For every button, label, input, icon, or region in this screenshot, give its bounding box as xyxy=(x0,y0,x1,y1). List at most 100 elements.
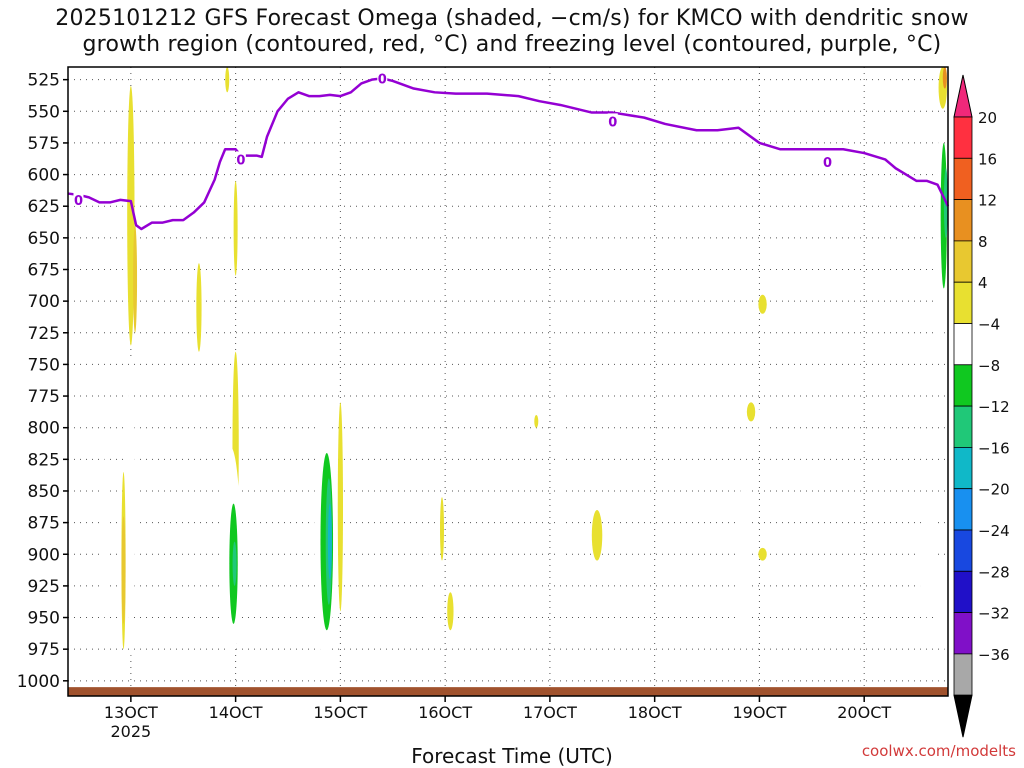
chart-title-line-2: growth region (contoured, red, °C) and f… xyxy=(82,32,942,57)
freezing-level-label: 0 xyxy=(74,194,83,209)
omega-region-yellow-tongue-13oct xyxy=(127,85,135,346)
freezing-level-label: 0 xyxy=(823,156,832,171)
colorbar-label: −12 xyxy=(978,398,1010,416)
colorbar-swatch xyxy=(953,240,973,283)
y-tick-label: 1000 xyxy=(17,672,60,692)
x-tick-label: 15OCT xyxy=(313,703,367,722)
freezing-label-bg xyxy=(73,191,84,206)
x-tick-label: 13OCT xyxy=(104,703,158,722)
y-tick-label: 850 xyxy=(28,482,60,502)
colorbar-swatch xyxy=(953,405,973,448)
omega-region-green-n-19oct xyxy=(758,402,767,441)
y-tick-label: 525 xyxy=(28,71,60,91)
chart-title-line-1: 2025101212 GFS Forecast Omega (shaded, −… xyxy=(55,6,969,31)
y-tick-label: 975 xyxy=(28,640,60,660)
colorbar-label: −8 xyxy=(978,357,1000,375)
x-axis-label: Forecast Time (UTC) xyxy=(411,744,613,768)
y-tick-label: 550 xyxy=(28,102,60,122)
omega-region-yellow-o-19oct xyxy=(758,547,767,561)
y-tick-label: 700 xyxy=(28,292,60,312)
omega-region-blue-h-15oct xyxy=(327,503,332,580)
terrain-band xyxy=(68,687,948,696)
x-tick-label: 14OCT xyxy=(209,703,263,722)
y-tick-label: 875 xyxy=(28,514,60,534)
omega-region-orange-r-20oct xyxy=(942,67,947,89)
colorbar: 20 16 12 8 4 −4 −8 −12 −16 −20 −24 −28 −32 −36 xyxy=(953,74,1010,738)
omega-region-yellow-small-16oct xyxy=(440,497,444,561)
plot-frame xyxy=(67,66,949,697)
x-tick-label: 19OCT xyxy=(732,703,786,722)
y-tick-label: 825 xyxy=(28,450,60,470)
y-tick-label: 575 xyxy=(28,134,60,154)
y-tick-label: 725 xyxy=(28,324,60,344)
omega-region-green-i-16oct xyxy=(427,547,432,637)
omega-region-green-k-17oct xyxy=(556,364,565,574)
freezing-level-label: 0 xyxy=(236,153,245,168)
x-tick-label: 20OCT xyxy=(837,703,891,722)
omega-shading xyxy=(103,67,948,662)
omega-region-yellow-n-19oct xyxy=(746,402,756,422)
omega-region-yellow-h-15oct xyxy=(337,402,343,612)
freezing-label-bg xyxy=(607,113,618,128)
y-tick-label: 750 xyxy=(28,355,60,375)
credit-text: coolwx.com/modelts xyxy=(861,742,1016,760)
colorbar-swatch xyxy=(953,116,973,159)
x-tick-label: 16OCT xyxy=(418,703,472,722)
colorbar-bottom-arrow xyxy=(953,694,973,738)
omega-region-yellow-i-16oct xyxy=(447,592,454,631)
colorbar-swatch xyxy=(953,199,973,242)
omega-region-yellow-f-14oct xyxy=(233,180,238,276)
omega-region-yellow-l-17oct xyxy=(591,509,603,561)
omega-region-green-q-20oct xyxy=(919,501,935,618)
colorbar-swatch xyxy=(953,488,973,531)
freezing-label-bg xyxy=(235,151,246,166)
omega-region-yellow-d-14oct xyxy=(196,263,202,352)
omega-region-green-b-13oct xyxy=(126,358,136,656)
colorbar-label: −36 xyxy=(978,646,1010,664)
y-tick-label: 600 xyxy=(28,166,60,186)
omega-region-green-s-20oct xyxy=(937,554,946,662)
colorbar-label: 12 xyxy=(978,192,997,210)
colorbar-swatch xyxy=(953,364,973,407)
x-tick-label: 17OCT xyxy=(523,703,577,722)
axes: 525 550 575 600 625 650 675 700 725 750 775 800 825 8… xyxy=(17,66,949,741)
y-tick-label: 775 xyxy=(28,387,60,407)
freezing-level-contour: 0 0 0 0 0 xyxy=(67,70,950,231)
omega-region-cyan-g-14oct xyxy=(232,541,237,586)
omega-region-green-a-13oct xyxy=(103,427,110,643)
colorbar-label: −28 xyxy=(978,563,1010,581)
colorbar-label: −24 xyxy=(978,522,1010,540)
freezing-label-bg xyxy=(377,70,388,85)
omega-region-green-j-17oct xyxy=(536,522,543,631)
colorbar-label: −16 xyxy=(978,439,1010,457)
colorbar-label: 16 xyxy=(978,150,997,168)
y-tick-label: 925 xyxy=(28,577,60,597)
terrain-layer xyxy=(68,687,948,696)
omega-region-green-top-13oct xyxy=(134,67,139,97)
y-tick-label: 800 xyxy=(28,419,60,439)
y-tick-label: 625 xyxy=(28,197,60,217)
x-tick-sublabel: 2025 xyxy=(110,722,151,741)
colorbar-swatch xyxy=(953,529,973,572)
colorbar-swatch xyxy=(953,653,973,696)
colorbar-swatch xyxy=(953,323,973,366)
colorbar-top-arrow xyxy=(953,74,973,118)
freezing-level-label: 0 xyxy=(378,72,387,87)
colorbar-swatch xyxy=(953,570,973,613)
y-tick-label: 650 xyxy=(28,229,60,249)
omega-region-yellow-p-19oct xyxy=(758,294,767,314)
y-tick-label: 675 xyxy=(28,260,60,280)
colorbar-swatch xyxy=(953,612,973,655)
omega-region-orange-c-13oct xyxy=(121,516,126,624)
colorbar-label: 8 xyxy=(978,233,988,251)
y-tick-label: 950 xyxy=(28,609,60,629)
colorbar-swatch xyxy=(953,446,973,490)
omega-region-yellow-k-17oct xyxy=(534,415,539,428)
colorbar-label: −4 xyxy=(978,316,1000,334)
freezing-label-bg xyxy=(822,153,833,168)
colorbar-label: 20 xyxy=(978,109,997,127)
colorbar-label: −20 xyxy=(978,481,1010,499)
colorbar-label: −32 xyxy=(978,605,1010,623)
freezing-level-label: 0 xyxy=(608,115,617,130)
omega-region-orange-core-13oct xyxy=(133,225,138,333)
